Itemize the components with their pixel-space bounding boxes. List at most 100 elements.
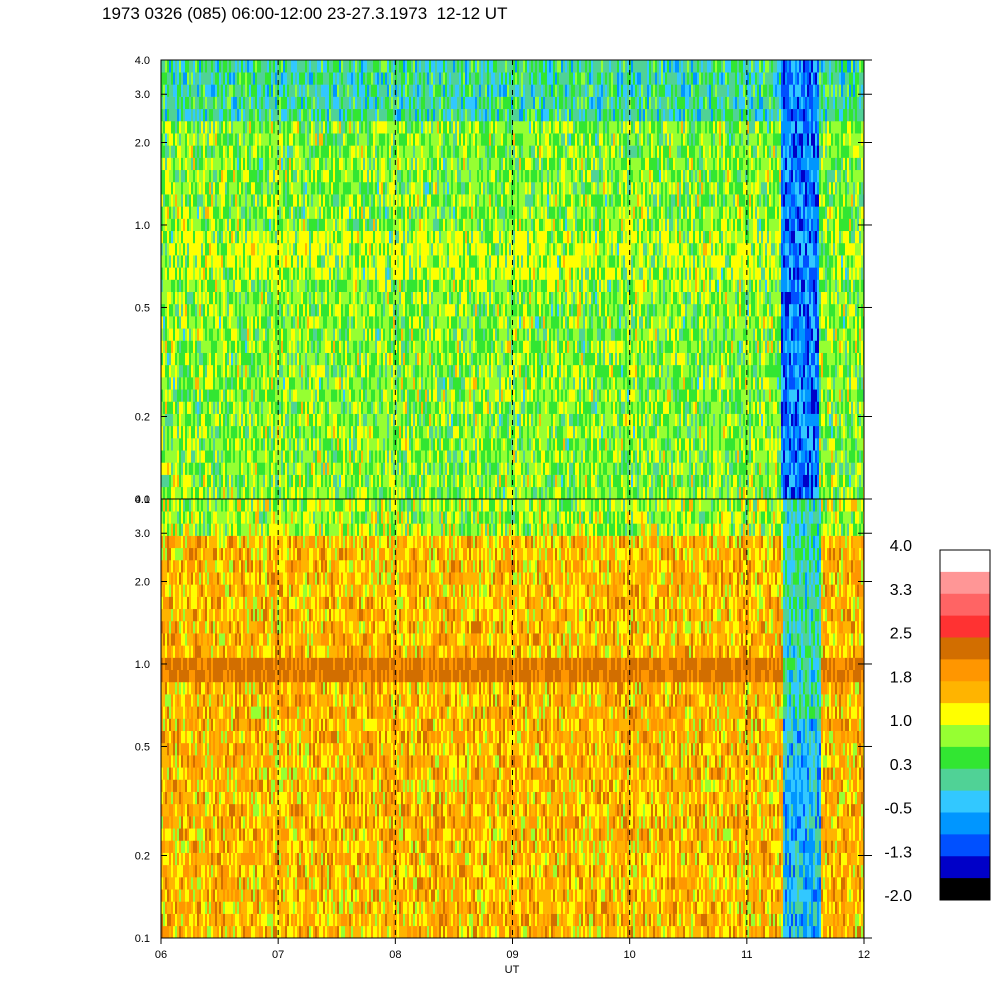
spectrogram-cell (347, 169, 350, 183)
spectrogram-cell (345, 413, 348, 427)
spectrogram-cell (329, 181, 332, 195)
spectrogram-cell (363, 401, 366, 414)
spectrogram-cell (183, 194, 186, 207)
spectrogram-cell (293, 255, 296, 268)
spectrogram-cell (313, 267, 316, 280)
spectrogram-cell (241, 413, 244, 427)
spectrogram-cell (317, 72, 320, 85)
spectrogram-cell (175, 462, 178, 475)
spectrogram-cell (347, 438, 350, 451)
spectrogram-cell (215, 96, 218, 110)
spectrogram-cell (373, 413, 376, 427)
spectrogram-cell (215, 108, 218, 122)
spectrogram-cell (429, 218, 432, 232)
spectrogram-cell (395, 120, 398, 134)
spectrogram-cell (333, 60, 336, 73)
spectrogram-cell (425, 291, 428, 305)
spectrogram-cell (361, 316, 364, 329)
spectrogram-cell (217, 425, 220, 439)
spectrogram-cell (291, 60, 294, 73)
spectrogram-cell (185, 96, 188, 110)
spectrogram-cell (347, 389, 350, 402)
spectrogram-cell (409, 60, 412, 73)
spectrogram-cell (201, 450, 204, 463)
spectrogram-cell (175, 230, 178, 244)
spectrogram-cell (415, 84, 418, 97)
spectrogram-cell (429, 72, 432, 85)
spectrogram-cell (399, 316, 402, 329)
spectrogram-cell (403, 72, 406, 85)
spectrogram-cell (431, 377, 434, 390)
spectrogram-cell (351, 218, 354, 232)
spectrogram-cell (203, 206, 206, 219)
spectrogram-cell (167, 474, 170, 488)
spectrogram-cell (259, 218, 262, 232)
spectrogram-cell (247, 303, 250, 317)
spectrogram-cell (363, 425, 366, 439)
spectrogram-cell (203, 84, 206, 97)
spectrogram-cell (269, 267, 272, 280)
spectrogram-cell (223, 425, 226, 439)
spectrogram-cell (423, 145, 426, 158)
spectrogram-cell (215, 206, 218, 219)
spectrogram-cell (391, 145, 394, 158)
spectrogram-cell (429, 389, 432, 402)
spectrogram-cell (373, 72, 376, 85)
spectrogram-cell (343, 206, 346, 219)
spectrogram-cell (171, 462, 174, 475)
spectrogram-cell (321, 84, 324, 97)
spectrogram-cell (327, 389, 330, 402)
spectrogram-cell (185, 145, 188, 158)
spectrogram-cell (401, 242, 404, 256)
spectrogram-cell (265, 194, 268, 207)
spectrogram-cell (175, 218, 178, 232)
spectrogram-cell (431, 425, 434, 439)
spectrogram-cell (231, 352, 234, 366)
spectrogram-cell (373, 133, 376, 146)
spectrogram-cell (437, 267, 440, 280)
spectrogram-cell (287, 267, 290, 280)
spectrogram-cell (427, 133, 430, 146)
spectrogram-cell (295, 267, 298, 280)
spectrogram-cell (273, 108, 276, 122)
spectrogram-cell (245, 474, 248, 488)
spectrogram-cell (353, 340, 356, 353)
spectrogram-cell (411, 279, 414, 292)
spectrogram-cell (193, 206, 196, 219)
spectrogram-cell (327, 474, 330, 488)
spectrogram-cell (313, 242, 316, 256)
spectrogram-cell (333, 267, 336, 280)
spectrogram-cell (197, 462, 200, 475)
spectrogram-cell (373, 279, 376, 292)
spectrogram-cell (267, 60, 270, 73)
spectrogram-cell (249, 145, 252, 158)
spectrogram-cell (321, 303, 324, 317)
spectrogram-cell (259, 60, 262, 73)
spectrogram-cell (391, 267, 394, 280)
spectrogram-cell (343, 377, 346, 390)
spectrogram-cell (313, 133, 316, 146)
spectrogram-cell (365, 328, 368, 341)
spectrogram-cell (409, 169, 412, 183)
spectrogram-cell (279, 462, 282, 475)
spectrogram-cell (183, 255, 186, 268)
spectrogram-cell (169, 194, 172, 207)
spectrogram-cell (187, 462, 190, 475)
spectrogram-cell (185, 169, 188, 183)
spectrogram-cell (369, 72, 372, 85)
spectrogram-cell (195, 72, 198, 85)
spectrogram-cell (173, 96, 176, 110)
spectrogram-cell (309, 120, 312, 134)
spectrogram-cell (399, 401, 402, 414)
spectrogram-cell (421, 377, 424, 390)
spectrogram-cell (347, 133, 350, 146)
spectrogram-cell (273, 72, 276, 85)
spectrogram-cell (319, 364, 322, 378)
spectrogram-cell (347, 352, 350, 366)
spectrogram-cell (375, 218, 378, 232)
spectrogram-cell (323, 474, 326, 488)
spectrogram-cell (211, 474, 214, 488)
spectrogram-cell (355, 377, 358, 390)
spectrogram-cell (437, 242, 440, 256)
spectrogram-cell (403, 352, 406, 366)
